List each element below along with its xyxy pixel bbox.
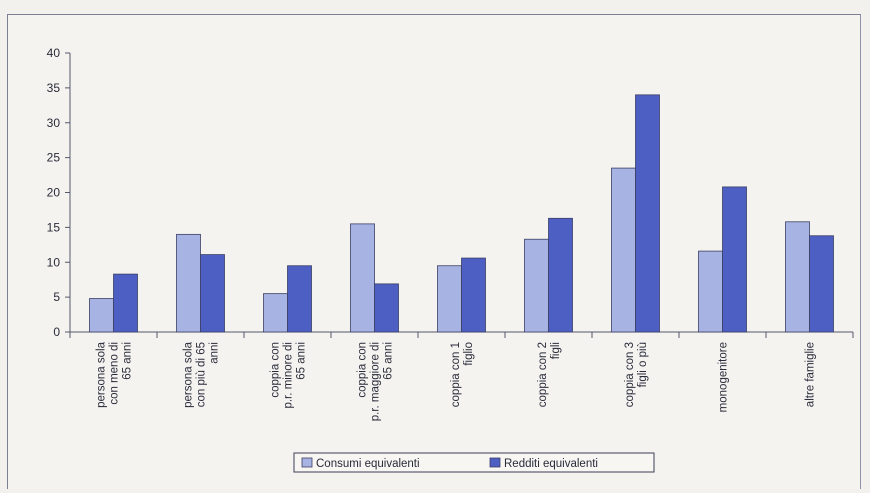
y-tick-label: 25 xyxy=(47,151,61,165)
bar-consumi-equivalenti xyxy=(524,238,549,333)
category-label: 65 anni xyxy=(383,342,395,380)
category-label: coppia con xyxy=(270,342,282,398)
legend: Consumi equivalenti Redditi equivalenti xyxy=(293,452,655,473)
y-tick-label: 40 xyxy=(47,46,61,60)
legend-swatch xyxy=(301,457,313,468)
bars xyxy=(89,94,834,333)
bar-consumi-equivalenti xyxy=(176,233,201,333)
category-label: figli xyxy=(550,342,562,359)
category-label: coppia con 3 xyxy=(624,342,636,407)
bar-redditi-equivalenti xyxy=(809,235,834,333)
bar-consumi-equivalenti xyxy=(263,293,288,333)
y-tick-label: 35 xyxy=(47,81,61,95)
bar-redditi-equivalenti xyxy=(722,186,747,333)
category-label: coppia con 1 xyxy=(450,342,462,407)
y-tick-label: 5 xyxy=(53,290,60,304)
bar-redditi-equivalenti xyxy=(374,283,399,333)
category-label: figlio xyxy=(463,342,475,366)
bar-consumi-equivalenti xyxy=(785,221,810,333)
legend-label: Consumi equivalenti xyxy=(316,458,420,470)
y-tick-label: 15 xyxy=(47,220,61,234)
category-label: 65 anni xyxy=(296,342,308,380)
category-label: con più di 65 xyxy=(196,342,208,407)
category-label: p.r. maggiore di xyxy=(370,342,382,421)
category-label: coppia con 2 xyxy=(537,342,549,407)
legend-swatch xyxy=(489,457,501,468)
category-label: con meno di xyxy=(109,342,121,405)
bar-consumi-equivalenti xyxy=(350,223,375,333)
category-label: persona sola xyxy=(96,341,108,407)
bar-consumi-equivalenti xyxy=(437,265,462,333)
category-label: persona sola xyxy=(183,341,195,407)
legend-box xyxy=(293,452,655,473)
y-tick-label: 0 xyxy=(53,325,60,339)
category-label: figli o più xyxy=(637,342,649,387)
chart-frame: 0 5 10 15 20 25 30 35 40 persona sola con meno di… xyxy=(7,14,861,489)
category-labels: persona sola con meno di 65 anni persona so… xyxy=(96,341,817,421)
category-label: altre famiglie xyxy=(805,342,817,407)
category-label: monogenitore xyxy=(718,342,730,412)
y-tick-label: 30 xyxy=(47,116,61,130)
category-label: p.r. minore di xyxy=(283,342,295,408)
bar-consumi-equivalenti xyxy=(89,298,114,333)
category-label: coppia con xyxy=(357,342,369,398)
bar-redditi-equivalenti xyxy=(200,254,225,333)
legend-label: Redditi equivalenti xyxy=(504,458,598,470)
y-tick-label: 20 xyxy=(47,186,61,200)
bar-redditi-equivalenti xyxy=(548,217,573,333)
bar-redditi-equivalenti xyxy=(287,265,312,333)
bar-consumi-equivalenti xyxy=(698,250,723,333)
bar-consumi-equivalenti xyxy=(611,167,636,333)
category-label: anni xyxy=(209,342,221,364)
y-tick-label: 10 xyxy=(47,255,61,269)
category-label: 65 anni xyxy=(122,342,134,380)
bar-redditi-equivalenti xyxy=(461,257,486,333)
bar-redditi-equivalenti xyxy=(113,273,138,333)
bar-redditi-equivalenti xyxy=(635,94,660,333)
